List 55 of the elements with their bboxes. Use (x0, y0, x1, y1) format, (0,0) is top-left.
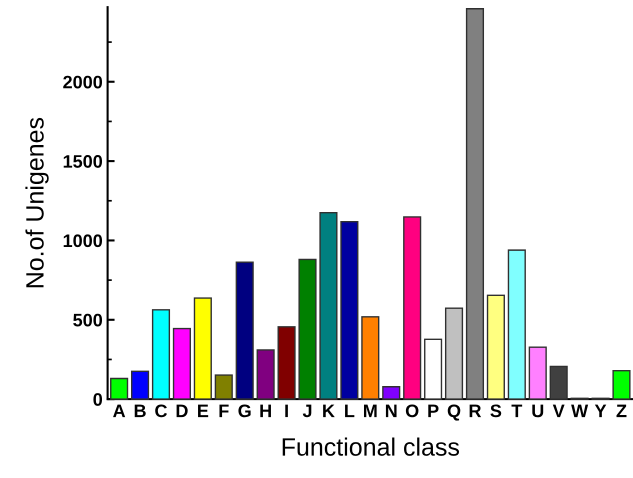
bar (466, 8, 484, 400)
bar (130, 370, 150, 400)
bar (340, 221, 358, 400)
bar (424, 338, 442, 400)
x-tick-label: A (113, 404, 126, 418)
x-tick-label: O (406, 404, 418, 418)
y-tick-label: 500 (73, 314, 102, 327)
x-tick-label: E (198, 404, 208, 418)
x-tick-label: J (302, 404, 312, 418)
x-tick-label: I (285, 404, 288, 418)
x-tick-label: U (532, 404, 544, 418)
bar (486, 294, 505, 400)
y-tick-label: 0 (93, 393, 102, 406)
bar (214, 374, 233, 400)
bar (403, 216, 422, 400)
x-tick-label: S (490, 404, 502, 418)
x-tick-label: H (260, 404, 271, 418)
y-tick-label: 1500 (64, 155, 102, 168)
y-axis-title: No.of Unigenes (25, 118, 49, 288)
bar (319, 212, 338, 400)
x-tick-label: Y (594, 404, 606, 418)
x-tick-label: Q (448, 404, 460, 421)
x-axis-title: Functional class (282, 437, 460, 456)
x-tick-label: N (386, 404, 397, 418)
x-tick-label: Z (616, 404, 626, 418)
bar (172, 328, 191, 400)
bar (110, 378, 128, 400)
bar (361, 316, 380, 400)
bar (236, 261, 254, 400)
x-tick-label: V (552, 404, 565, 418)
x-tick-label: R (470, 404, 482, 418)
y-tick-label: 2000 (63, 76, 102, 88)
x-tick-label: M (364, 404, 377, 418)
x-tick-label: C (155, 404, 168, 418)
bar (382, 386, 400, 400)
bar (444, 308, 464, 400)
x-tick-label: K (323, 404, 335, 418)
bar (298, 258, 317, 400)
bar (152, 309, 170, 400)
x-tick-label: P (428, 404, 439, 418)
x-tick-label: G (238, 404, 251, 418)
bar (194, 297, 212, 400)
bar (278, 326, 296, 400)
bar (256, 349, 275, 400)
bar (550, 366, 568, 400)
x-tick-label: L (345, 404, 354, 418)
y-tick-label: 1000 (64, 234, 102, 248)
x-tick-label: F (219, 404, 229, 418)
x-tick-label: W (571, 404, 588, 418)
bar (508, 249, 526, 400)
x-tick-label: B (134, 404, 146, 418)
x-tick-label: D (176, 404, 188, 418)
x-tick-label: T (512, 404, 522, 418)
bar (528, 346, 547, 400)
bar (612, 370, 631, 400)
